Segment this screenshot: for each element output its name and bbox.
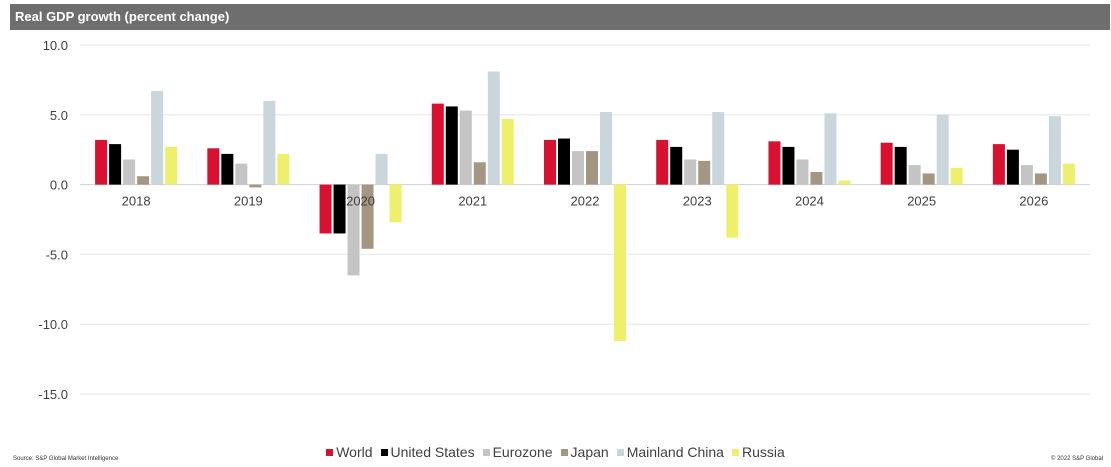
bar — [670, 146, 683, 185]
y-tick-label: -10.0 — [38, 317, 68, 332]
legend-item: Japan — [560, 444, 609, 460]
bar — [165, 146, 178, 185]
bar — [263, 100, 276, 185]
bar — [109, 144, 122, 185]
x-tick-label: 2024 — [795, 194, 824, 209]
bar — [207, 148, 220, 185]
bar — [1034, 173, 1047, 185]
bar — [1006, 149, 1019, 185]
bar — [361, 184, 374, 249]
bar — [151, 91, 164, 185]
y-tick-label: -5.0 — [46, 247, 68, 262]
bar — [1048, 116, 1061, 185]
legend-label: World — [336, 444, 373, 460]
bar — [333, 184, 346, 234]
y-axis-tick-labels: 10.0 5.0 0.0 -5.0 -10.0 -15.0 — [38, 38, 68, 402]
bar — [614, 184, 626, 341]
bar — [936, 114, 949, 185]
bar — [459, 110, 472, 185]
bar — [656, 139, 669, 185]
legend-item: World — [326, 444, 373, 460]
bar — [768, 141, 781, 185]
chart-title: Real GDP growth (percent change) — [10, 4, 1110, 30]
bar — [95, 139, 108, 185]
x-tick-label: 2019 — [234, 194, 263, 209]
y-tick-label: -15.0 — [38, 387, 68, 402]
copyright-note: © 2022 S&P Global — [1050, 456, 1103, 462]
legend-item: United States — [380, 444, 475, 460]
bar — [712, 112, 725, 185]
legend-label: Eurozone — [492, 444, 553, 460]
legend-swatch — [731, 449, 739, 456]
bar-chart: 10.0 5.0 0.0 -5.0 -10.0 -15.0 2018 2019 2020 202… — [38, 38, 1090, 402]
bar — [572, 151, 584, 185]
legend-label: Japan — [570, 444, 609, 460]
legend-label: Russia — [741, 444, 785, 460]
bar — [445, 106, 458, 185]
bar — [838, 180, 851, 185]
bar — [319, 184, 332, 234]
bar — [1020, 165, 1033, 185]
bar — [137, 176, 150, 185]
y-tick-label: 0.0 — [50, 178, 68, 193]
bar — [586, 151, 598, 185]
bar — [249, 184, 262, 188]
bar — [487, 71, 500, 185]
source-note: Source: S&P Global Market Intelligence — [13, 456, 119, 462]
bar — [698, 160, 711, 185]
legend-swatch — [326, 449, 334, 456]
bar — [810, 172, 823, 185]
bar — [431, 103, 444, 185]
bar — [235, 163, 248, 185]
legend-item: Russia — [731, 444, 785, 460]
bar — [922, 173, 935, 185]
bar — [123, 159, 136, 185]
legend-label: Mainland China — [626, 444, 724, 460]
gridlines — [80, 44, 1090, 395]
x-axis-tick-labels: 2018 2019 2020 2021 2022 2023 2024 2025 2026 — [122, 194, 1049, 209]
legend-swatch — [560, 449, 568, 456]
bar — [684, 159, 697, 185]
legend-swatch — [380, 449, 388, 456]
bar — [544, 139, 556, 185]
y-tick-label: 5.0 — [50, 108, 68, 123]
bar — [558, 138, 570, 185]
bars — [95, 71, 1075, 341]
legend-swatch — [482, 449, 490, 456]
x-tick-label: 2022 — [571, 194, 600, 209]
bar — [501, 118, 514, 185]
bar — [824, 113, 837, 185]
bar — [908, 165, 921, 185]
bar — [950, 167, 963, 185]
legend: World United States Eurozone Japan Mainland … — [0, 444, 1111, 460]
bar — [600, 112, 612, 185]
x-tick-label: 2021 — [458, 194, 487, 209]
bar — [726, 184, 739, 238]
bar — [375, 153, 388, 185]
legend-swatch — [616, 449, 624, 456]
bar — [796, 159, 809, 185]
legend-label: United States — [390, 444, 475, 460]
x-tick-label: 2020 — [346, 194, 375, 209]
bar — [347, 184, 360, 276]
legend-item: Eurozone — [482, 444, 553, 460]
bar — [992, 144, 1005, 185]
bar — [880, 142, 893, 185]
bar — [473, 162, 486, 185]
bar — [389, 184, 402, 223]
x-tick-label: 2026 — [1019, 194, 1048, 209]
y-tick-label: 10.0 — [43, 38, 68, 53]
x-tick-label: 2025 — [907, 194, 936, 209]
bar — [894, 146, 907, 185]
bar — [1062, 163, 1075, 185]
bar — [221, 153, 234, 185]
bar — [277, 153, 290, 185]
legend-item: Mainland China — [616, 444, 724, 460]
bar — [782, 146, 795, 185]
x-tick-label: 2018 — [122, 194, 151, 209]
x-tick-label: 2023 — [683, 194, 712, 209]
